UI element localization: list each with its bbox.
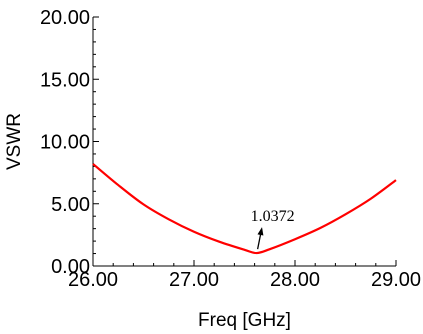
y-tick-label: 0.00 xyxy=(51,256,90,278)
x-tick-label: 28.00 xyxy=(270,269,320,291)
x-tick-label: 26.00 xyxy=(68,269,118,291)
y-tick-label: 15.00 xyxy=(40,69,90,91)
axes xyxy=(92,17,396,267)
series-group xyxy=(92,163,397,255)
annotations: 1.0372 xyxy=(251,208,295,250)
annotation-arrow-head xyxy=(257,227,264,236)
y-tick-label: 20.00 xyxy=(40,7,90,29)
y-axis-label: VSWR xyxy=(4,113,25,170)
series-line-0 xyxy=(92,163,397,255)
x-tick-label: 29.00 xyxy=(371,269,421,291)
y-tick-label: 10.00 xyxy=(40,132,90,154)
annotation-label: 1.0372 xyxy=(251,208,295,225)
tick-labels: 0.00 5.00 10.00 15.00 20.00 26.00 27.00 28.00 29… xyxy=(40,7,421,291)
x-axis-label: Freq [GHz] xyxy=(198,310,291,331)
y-tick-label: 5.00 xyxy=(51,194,90,216)
ticks xyxy=(92,16,397,267)
x-tick-label: 27.00 xyxy=(169,269,219,291)
